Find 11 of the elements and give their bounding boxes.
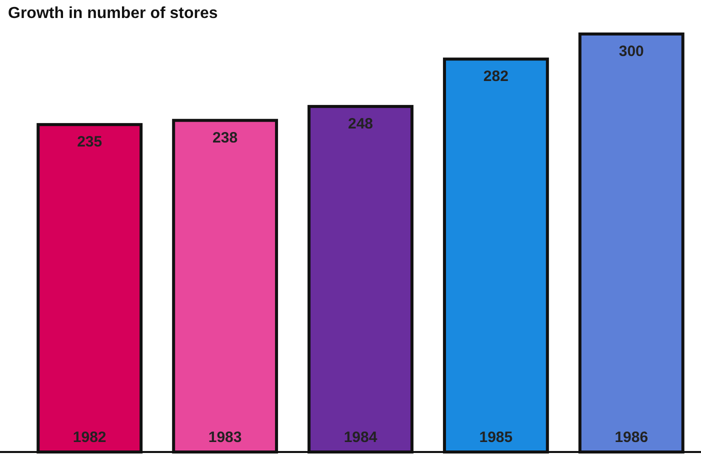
x-tick-label: 1984 — [344, 429, 378, 446]
chart-title: Growth in number of stores — [8, 5, 218, 22]
x-tick-label: 1982 — [72, 429, 106, 446]
data-label: 248 — [348, 115, 374, 132]
data-label: 282 — [483, 68, 508, 86]
data-label: 238 — [212, 129, 238, 146]
x-tick-label: 1986 — [614, 429, 648, 446]
data-label: 235 — [77, 134, 102, 151]
data-label: 300 — [618, 43, 644, 60]
x-tick-label: 1983 — [208, 429, 242, 446]
x-tick-label: 1985 — [479, 429, 513, 446]
